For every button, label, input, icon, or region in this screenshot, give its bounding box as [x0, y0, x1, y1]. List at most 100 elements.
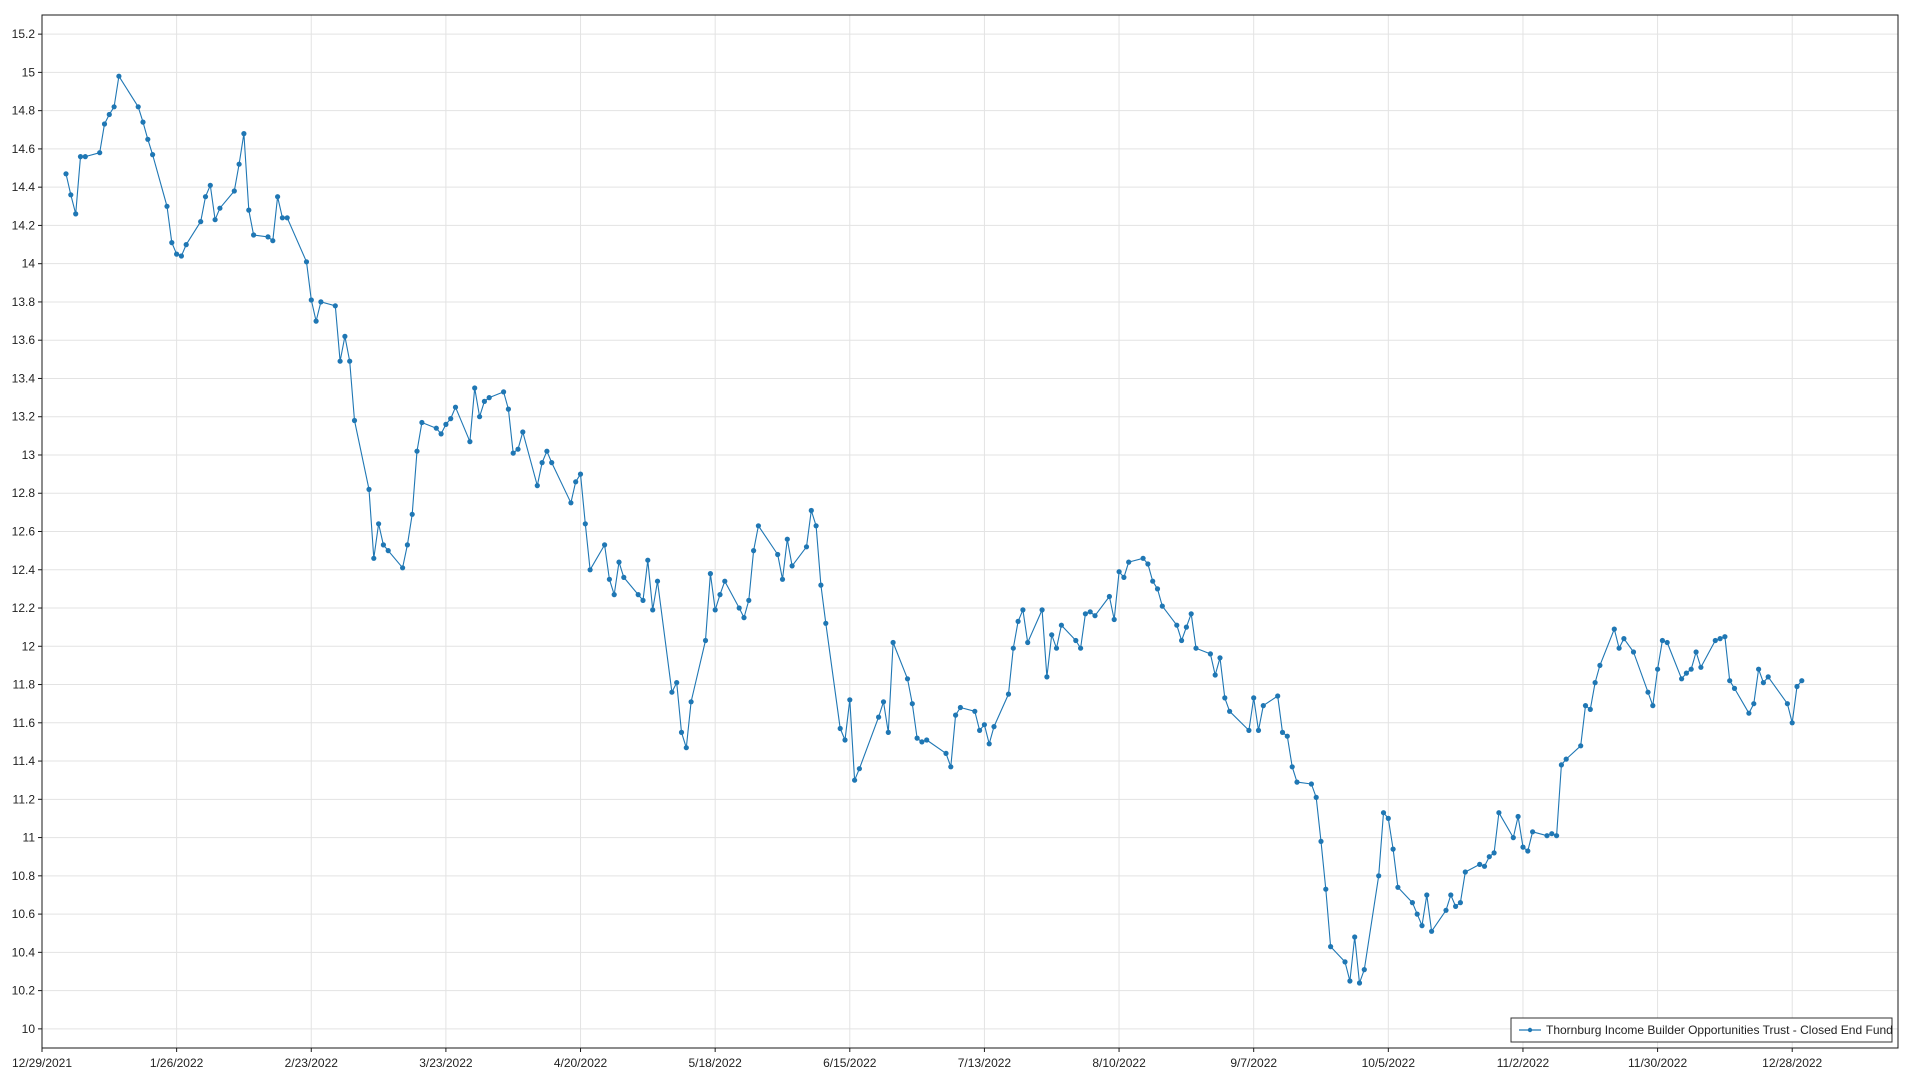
- data-point: [736, 605, 742, 611]
- data-point: [981, 722, 988, 728]
- data-point: [1159, 603, 1165, 609]
- y-tick-label: 12.6: [12, 525, 36, 539]
- y-tick-label: 15: [22, 65, 36, 79]
- data-point: [1318, 838, 1324, 845]
- data-point: [823, 620, 829, 626]
- data-point: [1496, 810, 1502, 816]
- data-point: [1078, 645, 1084, 651]
- data-point: [520, 429, 526, 435]
- data-point: [1731, 685, 1738, 692]
- data-point: [1693, 649, 1699, 655]
- data-point: [1794, 683, 1800, 690]
- data-point: [779, 576, 786, 582]
- data-point: [808, 507, 814, 514]
- data-point: [1409, 900, 1415, 906]
- data-point: [1154, 586, 1161, 592]
- data-point: [755, 523, 762, 529]
- y-tick-label: 12.4: [12, 563, 36, 577]
- data-point: [654, 578, 661, 584]
- data-point: [505, 406, 511, 412]
- y-tick-label: 13.4: [12, 371, 36, 385]
- data-point: [977, 727, 983, 734]
- data-point: [678, 729, 685, 736]
- data-point: [1279, 729, 1286, 736]
- data-point: [1328, 944, 1334, 950]
- data-point: [606, 576, 613, 582]
- data-point: [1082, 611, 1088, 617]
- data-point: [1395, 884, 1401, 890]
- data-point: [1765, 674, 1771, 680]
- data-point: [1462, 869, 1468, 875]
- legend-box: [1510, 1017, 1893, 1043]
- data-point: [231, 188, 237, 194]
- data-point: [1722, 634, 1728, 640]
- data-point: [890, 639, 896, 646]
- data-point: [63, 171, 69, 177]
- data-point: [1121, 574, 1127, 581]
- data-point: [1616, 645, 1622, 651]
- data-point: [1746, 710, 1752, 716]
- data-point: [174, 251, 180, 257]
- y-tick-label: 11.4: [13, 754, 36, 768]
- data-point: [789, 563, 795, 569]
- data-point: [82, 154, 88, 160]
- data-point: [1414, 911, 1420, 917]
- data-point: [1087, 609, 1093, 615]
- data-point: [236, 161, 242, 167]
- data-point: [1044, 674, 1050, 680]
- data-point: [212, 217, 218, 223]
- data-point: [1308, 781, 1314, 787]
- data-point: [1347, 978, 1353, 984]
- y-tick-label: 14.4: [12, 180, 36, 194]
- data-point: [433, 425, 439, 431]
- data-point: [847, 697, 853, 703]
- data-point: [1679, 676, 1685, 682]
- x-tick-label: 12/29/2021: [12, 1056, 72, 1070]
- data-point: [1284, 733, 1290, 739]
- data-point: [1193, 645, 1199, 651]
- data-point: [150, 152, 156, 158]
- data-point: [1342, 959, 1348, 965]
- data-point: [1111, 616, 1117, 623]
- data-point: [145, 136, 151, 142]
- data-point: [1453, 903, 1459, 910]
- data-point: [337, 358, 343, 364]
- y-tick-label: 14: [22, 257, 36, 271]
- data-point: [1563, 756, 1569, 762]
- data-point: [1712, 637, 1718, 644]
- data-point: [347, 358, 353, 364]
- data-point: [452, 404, 459, 410]
- data-point: [1352, 934, 1358, 940]
- data-point: [342, 333, 348, 339]
- data-point: [318, 299, 324, 305]
- data-point: [1126, 559, 1132, 565]
- data-point: [1789, 720, 1795, 726]
- data-point: [279, 215, 285, 221]
- data-point: [1217, 655, 1223, 661]
- data-point: [587, 567, 593, 573]
- x-tick-label: 1/26/2022: [150, 1056, 204, 1070]
- data-point: [477, 414, 483, 420]
- x-tick-label: 9/7/2022: [1230, 1056, 1277, 1070]
- y-tick-label: 13: [22, 448, 36, 462]
- data-point: [1659, 637, 1665, 644]
- y-tick-label: 11.2: [13, 792, 36, 806]
- data-point: [207, 182, 213, 188]
- data-point: [1664, 639, 1670, 646]
- data-point: [539, 460, 545, 466]
- x-tick-label: 8/10/2022: [1092, 1056, 1146, 1070]
- data-point: [1015, 618, 1021, 625]
- data-point: [953, 712, 959, 718]
- data-point: [376, 521, 382, 527]
- data-point: [645, 557, 651, 563]
- data-point: [380, 542, 386, 548]
- data-point: [876, 714, 882, 720]
- data-point: [1073, 637, 1079, 644]
- data-point: [683, 745, 689, 751]
- data-point: [919, 739, 925, 745]
- data-point: [135, 104, 141, 110]
- data-point: [1380, 810, 1387, 816]
- data-point: [1520, 844, 1526, 850]
- data-point: [1010, 645, 1016, 651]
